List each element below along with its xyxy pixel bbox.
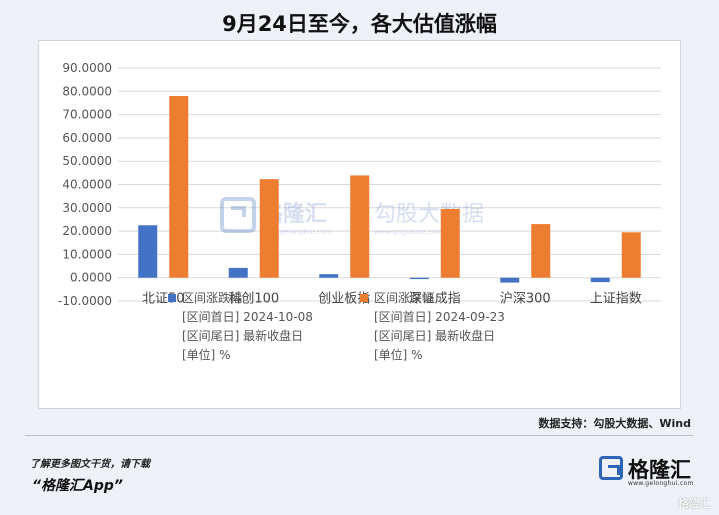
brand-logo: 格隆汇 www.gelonghui.com <box>599 452 711 492</box>
legend-swatch-1 <box>168 294 176 302</box>
legend-line: [单位] % <box>374 348 423 362</box>
y-tick-label: 40.0000 <box>62 178 112 192</box>
watermark-partner: 勾股大数据 <box>374 202 484 227</box>
y-tick-label: 60.0000 <box>62 131 112 145</box>
data-source: 数据支持：勾股大数据、Wind <box>538 417 691 430</box>
promo-app-name: “格隆汇App” <box>32 478 123 494</box>
promo-text: 了解更多图文干货，请下载 <box>30 459 150 470</box>
watermark-brand-url: www.gelonghui.com <box>261 228 332 236</box>
legend-line: [区间尾日] 最新收盘日 <box>182 329 304 343</box>
legend-line: [区间首日] 2024-09-23 <box>374 310 505 324</box>
gridlines <box>118 67 661 302</box>
page-title: 9月24日至今，各大估值涨幅 <box>222 12 497 36</box>
bar-series-2 <box>621 232 641 278</box>
bar-series-1 <box>319 274 339 278</box>
y-tick-label: -10.0000 <box>58 294 112 308</box>
y-tick-label: 80.0000 <box>62 84 112 98</box>
bar-series-2 <box>531 224 551 278</box>
brand-name: 格隆汇 <box>628 458 691 482</box>
legend-name-2: 区间涨跌幅 <box>374 291 435 305</box>
legend-line: [区间首日] 2024-10-08 <box>182 310 313 324</box>
x-tick-label: 沪深300 <box>500 291 551 307</box>
y-tick-label: 50.0000 <box>62 154 112 168</box>
bar-chart: 格隆汇 www.gelonghui.com 勾股大数据 www.gogudata… <box>58 61 661 308</box>
y-tick-label: 30.0000 <box>62 201 112 215</box>
divider <box>25 435 693 436</box>
bar-series-2 <box>169 95 189 278</box>
bar-series-1 <box>590 277 610 283</box>
legend-name-1: 区间涨跌幅 <box>182 291 243 305</box>
corner-watermark: 格隆汇 <box>678 497 711 510</box>
bar-series-1 <box>228 267 248 278</box>
x-tick-label: 创业板指 <box>318 292 370 307</box>
bars <box>138 95 641 283</box>
bar-series-2 <box>259 179 279 278</box>
legend-swatch-2 <box>360 294 368 302</box>
bar-series-2 <box>440 208 460 278</box>
x-tick-label: 科创100 <box>228 292 279 307</box>
legend-series-2: 区间涨跌幅 [区间首日] 2024-09-23 [区间尾日] 最新收盘日 [单位… <box>360 289 505 365</box>
legend-line: [区间尾日] 最新收盘日 <box>374 329 496 343</box>
y-tick-label: 20.0000 <box>62 224 112 238</box>
legend-series-1: 区间涨跌幅 [区间首日] 2024-10-08 [区间尾日] 最新收盘日 [单位… <box>168 289 313 365</box>
watermark-logo-icon <box>220 197 256 233</box>
chart-card: 格隆汇 www.gelonghui.com 勾股大数据 www.gogudata… <box>38 40 681 409</box>
y-axis-labels: 90.0000 80.0000 70.0000 60.0000 50.0000 40.00… <box>58 61 112 308</box>
bar-series-2 <box>350 175 370 278</box>
x-tick-label: 上证指数 <box>590 292 642 307</box>
bar-series-1 <box>138 225 158 278</box>
legend-line: [单位] % <box>182 348 231 362</box>
x-tick-label: 深证成指 <box>409 292 461 307</box>
y-tick-label: 70.0000 <box>62 108 112 122</box>
bar-series-1 <box>409 277 429 280</box>
bar-series-1 <box>500 277 520 283</box>
y-tick-label: 10.0000 <box>62 247 112 261</box>
watermark-partner-url: www.gogudata.com <box>374 228 443 236</box>
brand-logo-icon <box>599 456 623 480</box>
y-tick-label: 0.0000 <box>70 271 112 285</box>
y-tick-label: 90.0000 <box>62 61 112 75</box>
x-axis-labels: 北证50 科创100 创业板指 深证成指 沪深300 上证指数 <box>142 291 642 307</box>
brand-url: www.gelonghui.com <box>628 480 694 487</box>
